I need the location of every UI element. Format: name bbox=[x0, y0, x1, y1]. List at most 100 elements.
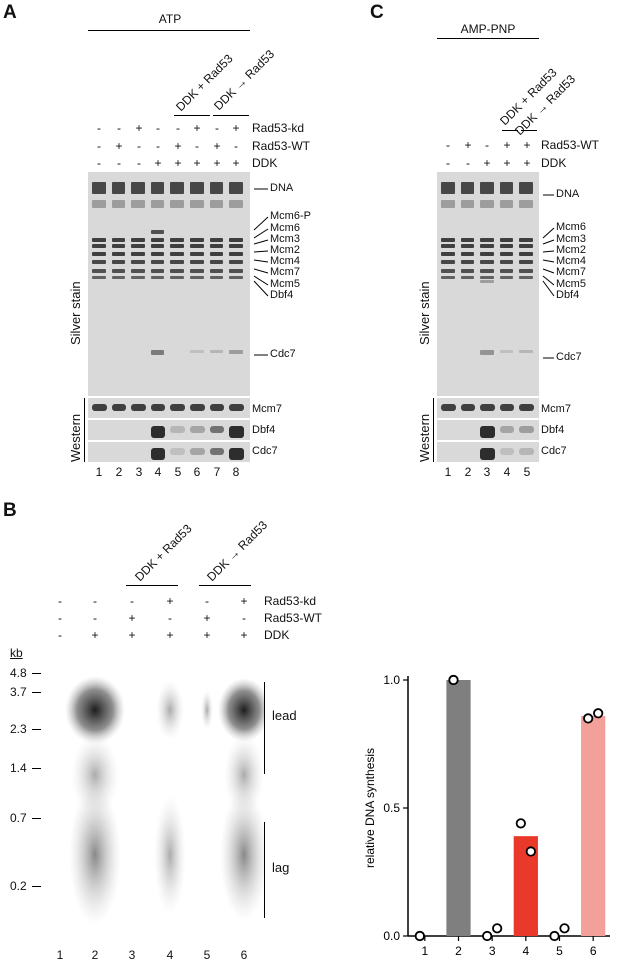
band-pointer-line bbox=[542, 239, 555, 245]
band-pointer-line bbox=[542, 280, 555, 297]
gel-band bbox=[92, 244, 106, 248]
condition-symbol: + bbox=[503, 138, 511, 152]
condition-symbol: + bbox=[503, 156, 511, 170]
condition-symbol: + bbox=[483, 156, 491, 170]
condition-symbol: + bbox=[213, 139, 221, 153]
western-band bbox=[170, 404, 185, 411]
lane-number: 8 bbox=[232, 465, 240, 479]
dna-smear bbox=[69, 785, 121, 925]
gel-band bbox=[480, 252, 494, 256]
panel-c-header-line bbox=[437, 38, 539, 39]
western-band bbox=[150, 426, 166, 438]
data-point bbox=[583, 713, 594, 724]
lane-number: 3 bbox=[135, 465, 143, 479]
gel-band bbox=[190, 200, 204, 208]
condition-symbol: - bbox=[93, 594, 97, 608]
dna-smear bbox=[220, 789, 265, 921]
band-pointer-line bbox=[253, 275, 269, 286]
panel-c-silver-label: Silver stain bbox=[417, 281, 432, 345]
gel-band bbox=[190, 350, 204, 353]
panel-c-group2-line bbox=[521, 130, 537, 131]
lane-number: 3 bbox=[483, 465, 491, 479]
relative-dna-synthesis-chart: 0.0 0.5 1.0 relative DNA synthesis 1 2 3 4 5 6 bbox=[363, 673, 610, 958]
panel-c-western-cdc7 bbox=[437, 442, 539, 462]
gel-band bbox=[150, 276, 165, 279]
gel-band bbox=[209, 182, 224, 194]
gel-band bbox=[499, 350, 514, 353]
band-label: Mcm6-P bbox=[270, 210, 311, 222]
western-band bbox=[92, 404, 107, 411]
condition-symbol: - bbox=[97, 139, 101, 153]
western-band bbox=[170, 448, 185, 455]
gel-band bbox=[229, 244, 243, 248]
condition-symbol: + bbox=[523, 156, 531, 170]
gel-band bbox=[111, 244, 126, 248]
gel-band bbox=[131, 238, 145, 242]
western-band bbox=[209, 404, 225, 411]
condition-symbol: + bbox=[203, 628, 211, 642]
dna-smear bbox=[201, 690, 213, 730]
panel-a-western-label: Western bbox=[68, 413, 83, 462]
gel-band bbox=[92, 269, 106, 273]
kb-marker-label: 3.7 bbox=[10, 685, 27, 699]
dna-smear bbox=[224, 735, 264, 815]
condition-symbol: + bbox=[128, 611, 136, 625]
panel-a-header: ATP bbox=[158, 12, 182, 26]
condition-symbol: - bbox=[58, 594, 62, 608]
gel-band bbox=[460, 252, 475, 256]
condition-symbol: + bbox=[193, 156, 201, 170]
condition-symbol: - bbox=[58, 628, 62, 642]
gel-band bbox=[111, 182, 126, 194]
gel-band bbox=[441, 260, 455, 264]
gel-band bbox=[170, 182, 184, 194]
panel-a-letter: A bbox=[3, 2, 17, 23]
band-label: Mcm5 bbox=[556, 278, 586, 290]
lane-number: 6 bbox=[240, 948, 248, 962]
gel-band bbox=[480, 260, 494, 264]
band-pointer-line bbox=[253, 239, 269, 245]
gel-band bbox=[209, 269, 224, 273]
gel-band bbox=[460, 238, 475, 242]
condition-row-label: Rad53-WT bbox=[264, 611, 323, 625]
panel-b-lag-label: lag bbox=[272, 860, 290, 875]
western-band bbox=[131, 404, 146, 411]
gel-band bbox=[229, 269, 243, 273]
condition-symbol: + bbox=[166, 628, 174, 642]
condition-row-label: Rad53-kd bbox=[252, 121, 305, 135]
band-label: Mcm6 bbox=[556, 221, 586, 233]
gel-band bbox=[499, 269, 514, 273]
kb-marker-tick bbox=[32, 768, 41, 769]
western-label: Mcm7 bbox=[252, 403, 282, 415]
panel-c-western-label: Western bbox=[417, 413, 432, 462]
condition-row-label: DDK bbox=[541, 156, 567, 170]
condition-symbol: + bbox=[232, 156, 240, 170]
condition-symbol: - bbox=[117, 156, 121, 170]
gel-band bbox=[480, 350, 494, 355]
lane-number: 5 bbox=[174, 465, 182, 479]
gel-band bbox=[519, 260, 533, 264]
condition-symbol: + bbox=[240, 594, 248, 608]
band-label: Mcm5 bbox=[270, 278, 300, 290]
western-band bbox=[519, 426, 534, 433]
western-band bbox=[209, 448, 225, 455]
western-band bbox=[441, 404, 456, 411]
gel-band bbox=[190, 260, 204, 264]
gel-band bbox=[170, 269, 184, 273]
gel-band bbox=[111, 269, 126, 273]
panel-a-silver-label: Silver stain bbox=[68, 281, 83, 345]
lane-number: 5 bbox=[523, 465, 531, 479]
panel-a-group2-line bbox=[213, 115, 249, 116]
gel-band bbox=[131, 269, 145, 273]
lane-number: 2 bbox=[91, 948, 99, 962]
western-band bbox=[190, 404, 205, 411]
band-label: DNA bbox=[556, 188, 580, 200]
gel-band bbox=[111, 252, 126, 256]
condition-symbol: + bbox=[464, 138, 472, 152]
gel-band bbox=[131, 276, 145, 279]
band-pointer-line bbox=[542, 227, 555, 239]
gel-band bbox=[229, 252, 243, 256]
kb-marker-tick bbox=[32, 729, 41, 730]
western-label: Mcm7 bbox=[541, 403, 571, 415]
western-band bbox=[150, 404, 166, 411]
dna-smear bbox=[71, 735, 119, 815]
